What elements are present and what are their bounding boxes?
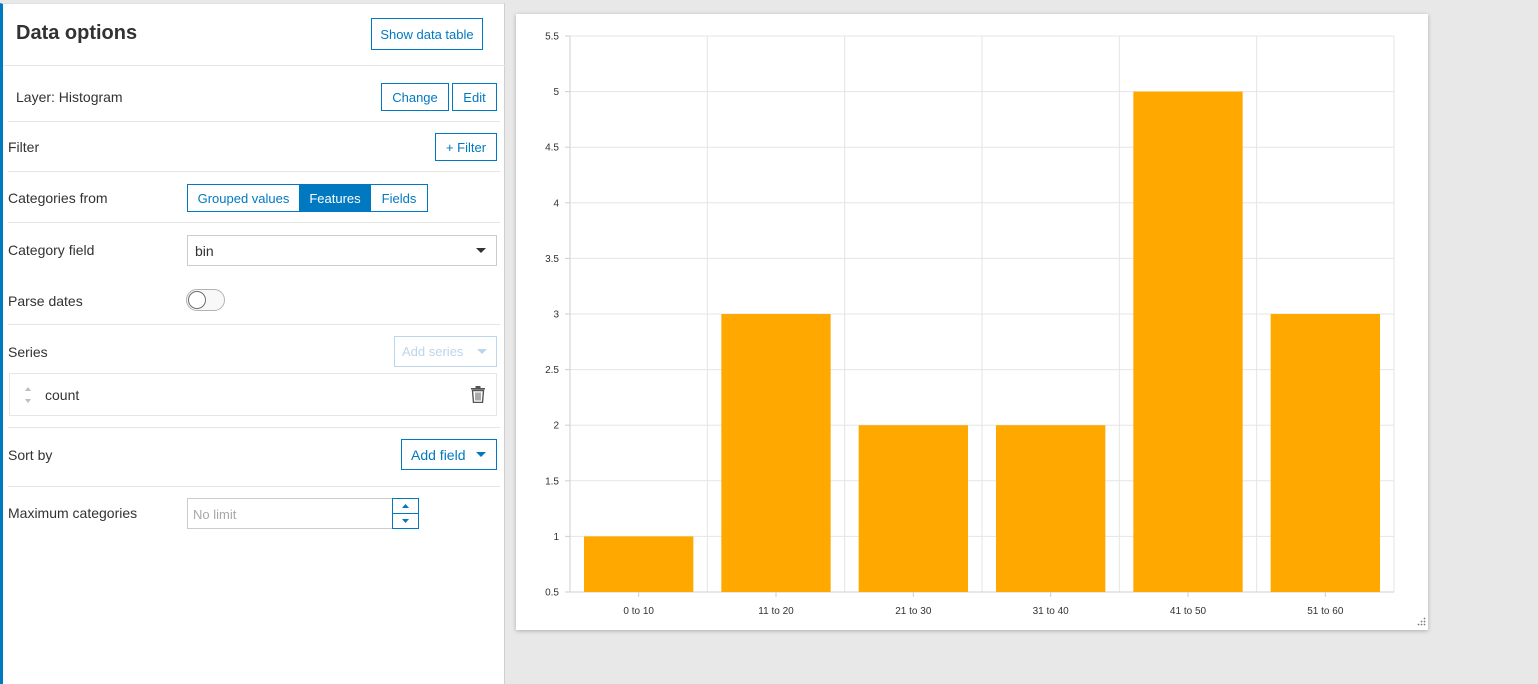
y-tick-label: 5 bbox=[553, 87, 559, 98]
toggle-knob bbox=[188, 291, 206, 309]
series-label: Series bbox=[8, 344, 48, 360]
x-tick-label: 0 to 10 bbox=[623, 606, 654, 617]
data-options-panel: Data options Show data table Layer: Hist… bbox=[0, 3, 505, 684]
change-layer-button[interactable]: Change bbox=[381, 83, 449, 111]
divider bbox=[8, 222, 500, 223]
tab-fields[interactable]: Fields bbox=[370, 184, 428, 212]
divider bbox=[8, 486, 500, 487]
categories-from-label: Categories from bbox=[8, 190, 108, 206]
divider bbox=[8, 121, 500, 122]
divider bbox=[8, 171, 500, 172]
series-item-label: count bbox=[45, 387, 80, 403]
maximum-categories-label: Maximum categories bbox=[8, 505, 138, 521]
page-title: Data options bbox=[16, 22, 138, 44]
parse-dates-toggle[interactable] bbox=[186, 289, 225, 311]
bar bbox=[584, 536, 694, 592]
x-tick-label: 41 to 50 bbox=[1170, 606, 1207, 617]
chart-card: 0.5 1 1.5 2 2.5 3 3.5 4 4.5 5 5.5 0 to 10 11 to 20 21… bbox=[516, 14, 1428, 630]
bar bbox=[721, 314, 831, 592]
trash-icon[interactable] bbox=[471, 386, 485, 403]
y-tick-label: 3 bbox=[553, 310, 559, 321]
show-data-table-button[interactable]: Show data table bbox=[371, 18, 483, 50]
x-tick-label: 11 to 20 bbox=[758, 606, 794, 617]
chevron-down-icon bbox=[402, 519, 409, 523]
tab-grouped-values[interactable]: Grouped values bbox=[187, 184, 300, 212]
y-tick-label: 0.5 bbox=[545, 588, 559, 599]
x-tick-label: 21 to 30 bbox=[895, 606, 932, 617]
add-field-label: Add field bbox=[411, 446, 466, 463]
x-tick-label: 51 to 60 bbox=[1307, 606, 1344, 617]
drag-handle-icon[interactable] bbox=[23, 384, 33, 406]
bar bbox=[1133, 91, 1243, 592]
tab-features[interactable]: Features bbox=[300, 184, 370, 212]
y-tick-label: 4.5 bbox=[545, 143, 559, 154]
category-field-value: bin bbox=[195, 243, 214, 259]
chevron-down-icon bbox=[477, 349, 487, 354]
y-tick-label: 2 bbox=[553, 421, 559, 432]
category-field-label: Category field bbox=[8, 242, 95, 258]
bar bbox=[858, 425, 968, 592]
maximum-categories-placeholder: No limit bbox=[193, 507, 237, 522]
bar bbox=[1270, 314, 1380, 592]
y-tick-label: 1 bbox=[553, 532, 559, 543]
y-tick-label: 3.5 bbox=[545, 254, 559, 265]
panel-header: Data options Show data table bbox=[3, 4, 505, 66]
chevron-up-icon bbox=[402, 504, 409, 508]
increment-button[interactable] bbox=[392, 498, 419, 514]
divider bbox=[8, 427, 500, 428]
y-tick-label: 5.5 bbox=[545, 32, 559, 43]
parse-dates-label: Parse dates bbox=[8, 293, 83, 309]
category-field-select[interactable]: bin bbox=[187, 235, 497, 266]
series-item: count bbox=[9, 373, 497, 416]
x-tick-label: 31 to 40 bbox=[1033, 606, 1070, 617]
add-filter-button[interactable]: + Filter bbox=[435, 133, 497, 161]
add-series-button[interactable]: Add series bbox=[394, 336, 497, 367]
edit-layer-button[interactable]: Edit bbox=[452, 83, 497, 111]
filter-label: Filter bbox=[8, 139, 40, 155]
maximum-categories-input[interactable]: No limit bbox=[187, 498, 392, 529]
divider bbox=[8, 324, 500, 325]
resize-handle-icon[interactable] bbox=[1416, 617, 1426, 627]
layer-label: Layer: Histogram bbox=[16, 89, 123, 105]
bar-chart: 0.5 1 1.5 2 2.5 3 3.5 4 4.5 5 5.5 0 to 10 11 to 20 21… bbox=[545, 32, 1395, 617]
chevron-down-icon bbox=[476, 248, 486, 253]
y-tick-label: 4 bbox=[553, 198, 559, 209]
chevron-down-icon bbox=[476, 452, 486, 457]
bar bbox=[996, 425, 1106, 592]
add-series-label: Add series bbox=[402, 344, 464, 359]
y-tick-label: 1.5 bbox=[545, 476, 559, 487]
y-tick-label: 2.5 bbox=[545, 365, 559, 376]
sort-by-label: Sort by bbox=[8, 447, 53, 463]
add-field-button[interactable]: Add field bbox=[401, 439, 497, 470]
decrement-button[interactable] bbox=[392, 513, 419, 529]
